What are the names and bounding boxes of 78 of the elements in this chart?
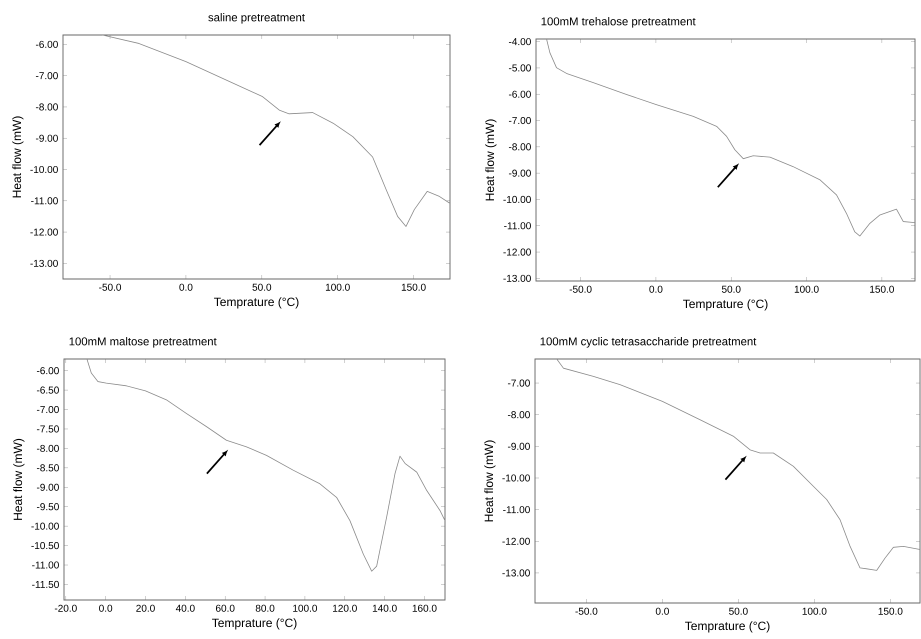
y-tick-label: -13.00: [503, 274, 531, 282]
y-tick-label: -9.50: [36, 503, 59, 510]
y-tick-label: -7.50: [36, 425, 59, 433]
x-tick-label: 50.0: [722, 286, 741, 293]
x-axis-title: Temprature (°C): [685, 621, 770, 632]
x-tick-label: 0.0: [649, 286, 662, 293]
x-tick-label: 0.0: [99, 604, 112, 612]
line-series: [102, 35, 450, 227]
x-tick-label: 100.0: [326, 284, 350, 291]
chart-title: saline pretreatment: [208, 13, 305, 24]
y-tick-label: -13.00: [30, 260, 58, 267]
y-tick-label: -7.00: [508, 116, 531, 124]
y-tick-label: -10.00: [30, 166, 58, 174]
y-tick-label: -10.00: [502, 474, 530, 482]
x-tick-label: 0.0: [179, 284, 192, 291]
y-tick-label: -11.00: [504, 222, 531, 230]
y-tick-label: -7.00: [36, 406, 59, 414]
y-tick-label: -12.00: [30, 228, 58, 236]
y-tick-label: -9.00: [508, 170, 531, 177]
chart-title: 100mM cyclic tetrasaccharide pretreatment: [540, 337, 756, 348]
y-axis-title: Heat flow (mW): [12, 116, 24, 198]
y-tick-label: -13.00: [502, 569, 530, 576]
y-tick-label: -11.00: [31, 197, 58, 204]
x-tick-label: 50.0: [252, 284, 272, 291]
x-tick-label: -20.0: [54, 604, 77, 612]
y-tick-label: -8.00: [508, 411, 530, 418]
x-tick-label: 80.0: [256, 604, 274, 612]
x-axis-title: Temprature (°C): [212, 618, 296, 630]
y-tick-label: -6.50: [36, 386, 59, 394]
y-tick-label: -12.00: [502, 538, 530, 545]
y-tick-label: -6.00: [36, 367, 59, 374]
y-tick-label: -8.50: [36, 464, 59, 472]
x-tick-label: -50.0: [99, 284, 122, 291]
y-tick-label: -12.00: [503, 248, 531, 256]
x-tick-label: 120.0: [333, 604, 357, 612]
y-tick-label: -5.00: [508, 64, 531, 72]
y-tick-label: -10.00: [31, 522, 59, 530]
y-tick-label: -11.00: [503, 506, 530, 514]
y-tick-label: -11.50: [32, 580, 59, 588]
x-tick-label: 150.0: [402, 284, 426, 291]
y-tick-label: -11.00: [32, 561, 59, 569]
line-series: [86, 359, 446, 572]
x-tick-label: 20.0: [136, 604, 155, 612]
y-tick-label: -8.00: [508, 143, 531, 150]
chart-title: 100mM maltose pretreatment: [70, 337, 217, 348]
y-tick-label: -10.50: [31, 542, 59, 550]
y-tick-label: -9.00: [36, 134, 58, 142]
x-tick-label: -50.0: [570, 286, 592, 293]
x-tick-label: 50.0: [729, 608, 748, 615]
x-tick-label: 100.0: [802, 608, 826, 615]
x-axis-title: Temprature (°C): [214, 297, 298, 308]
y-tick-label: -6.00: [36, 40, 58, 48]
y-axis-title: Heat flow (mW): [484, 440, 496, 522]
y-axis-title: Heat flow (mW): [13, 438, 24, 520]
x-tick-label: -50.0: [575, 608, 598, 615]
x-tick-label: 0.0: [656, 608, 669, 615]
y-tick-label: -9.00: [508, 442, 530, 450]
x-tick-label: 160.0: [412, 604, 437, 612]
x-tick-label: 150.0: [870, 286, 894, 293]
line-series: [556, 358, 920, 571]
x-tick-label: 140.0: [372, 604, 397, 612]
x-tick-label: 100.0: [293, 604, 318, 612]
y-tick-label: -4.00: [508, 38, 531, 46]
line-series: [546, 38, 916, 236]
y-tick-label: -8.00: [36, 103, 58, 110]
x-axis-title: Temprature (°C): [683, 299, 768, 310]
x-tick-label: 60.0: [216, 604, 235, 612]
y-tick-label: -9.00: [36, 484, 59, 491]
x-tick-label: 100.0: [794, 286, 819, 293]
y-axis-title: Heat flow (mW): [485, 119, 496, 200]
y-tick-label: -8.00: [36, 444, 59, 452]
chart-title: 100mM trehalose pretreatment: [542, 17, 696, 28]
x-tick-label: 150.0: [878, 608, 902, 615]
y-tick-label: -7.00: [508, 380, 530, 387]
y-tick-label: -6.00: [508, 90, 531, 98]
y-tick-label: -7.00: [36, 72, 58, 80]
y-tick-label: -10.00: [503, 196, 531, 203]
x-tick-label: 40.0: [176, 604, 195, 612]
